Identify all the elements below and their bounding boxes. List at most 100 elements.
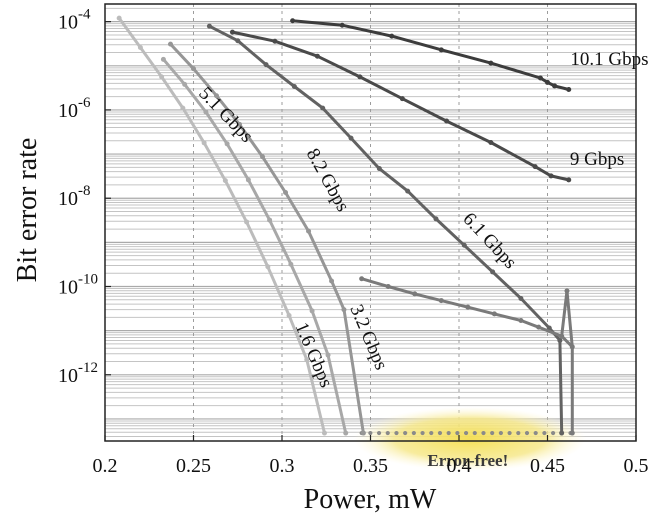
series-point xyxy=(412,291,418,297)
series-point xyxy=(286,313,292,319)
y-tick-base: 10 xyxy=(58,365,78,387)
series-point xyxy=(244,219,250,225)
error-free-point xyxy=(455,430,460,436)
series-point xyxy=(537,75,543,81)
grid-layer xyxy=(105,4,636,441)
error-free-highlight: Error-free! xyxy=(353,407,587,471)
series-point xyxy=(260,154,266,160)
series-point xyxy=(399,96,405,102)
series-point xyxy=(222,178,228,184)
series-point xyxy=(389,33,395,39)
series-point xyxy=(263,62,269,68)
series-point xyxy=(357,74,363,80)
series-point xyxy=(548,173,554,179)
series-point xyxy=(160,56,166,62)
series-point xyxy=(518,317,524,323)
series-point xyxy=(461,242,467,248)
series-point xyxy=(405,188,411,194)
error-free-point xyxy=(376,430,382,436)
x-tick-label: 0.3 xyxy=(270,455,295,477)
series-point xyxy=(546,325,552,331)
series-drop-line xyxy=(305,358,326,435)
y-tick-label: 10-10 xyxy=(58,272,98,299)
series-point xyxy=(359,276,365,282)
series-point xyxy=(444,118,450,124)
series-point xyxy=(536,324,542,330)
error-free-point xyxy=(498,430,503,436)
series-drop-line xyxy=(558,338,564,435)
series-point xyxy=(465,304,471,310)
axis-layer: 0.2 0.25 0.3 0.35 0.4 0.45 0.510-410-610-810-1… xyxy=(58,3,649,477)
error-free-point xyxy=(368,430,373,436)
series-floor-point xyxy=(360,430,366,436)
series-point xyxy=(306,228,312,234)
series-point xyxy=(167,41,173,47)
series-point xyxy=(203,109,209,115)
x-axis-label: Power, mW xyxy=(304,484,437,515)
series-drop-line xyxy=(326,353,348,435)
x-tick-label: 0.5 xyxy=(624,455,649,477)
x-tick-label: 0.35 xyxy=(353,455,388,477)
y-tick-label: 10-6 xyxy=(58,95,91,122)
error-free-point xyxy=(542,430,547,436)
series-point xyxy=(272,38,278,44)
series-point xyxy=(214,93,220,99)
y-tick-label: 10-12 xyxy=(58,360,98,387)
series-point xyxy=(314,53,320,59)
series-point xyxy=(206,23,212,29)
y-tick-base: 10 xyxy=(58,100,78,122)
series-point xyxy=(339,22,345,28)
error-free-point xyxy=(516,430,521,436)
series-point xyxy=(267,217,273,223)
series-line xyxy=(207,24,562,342)
x-tick-label: 0.4 xyxy=(447,455,472,477)
y-tick-exponent: -10 xyxy=(78,272,98,288)
series-point xyxy=(320,105,326,111)
series-floor-point xyxy=(321,430,327,436)
series-floor-point xyxy=(559,430,565,436)
series-point xyxy=(180,105,186,111)
series-point xyxy=(376,166,382,172)
series-point xyxy=(433,216,439,222)
series-point xyxy=(291,83,297,89)
series-point xyxy=(137,44,143,50)
series-point xyxy=(309,308,315,314)
series-point xyxy=(283,189,289,195)
series-point xyxy=(552,83,558,89)
series-floor-point xyxy=(569,430,575,436)
y-tick-exponent: -4 xyxy=(78,7,91,23)
series-point xyxy=(245,177,251,183)
error-free-point xyxy=(403,430,408,436)
y-tick-base: 10 xyxy=(58,188,78,210)
y-tick-exponent: -12 xyxy=(78,360,98,376)
error-free-point xyxy=(463,430,469,436)
series-point xyxy=(191,66,196,72)
error-free-point xyxy=(481,430,486,436)
error-free-point xyxy=(420,430,425,436)
series-point xyxy=(237,121,243,127)
series-point xyxy=(545,79,550,85)
series-point xyxy=(532,164,538,170)
y-tick-exponent: -8 xyxy=(78,183,91,199)
error-free-point xyxy=(385,430,390,436)
series-point xyxy=(348,135,354,141)
series-point xyxy=(201,140,207,146)
series-point xyxy=(235,38,241,44)
y-tick-exponent: -6 xyxy=(78,95,91,111)
error-free-point xyxy=(429,430,434,436)
error-free-label: Error-free! xyxy=(427,451,508,470)
series-point xyxy=(288,261,294,267)
series-point xyxy=(566,87,572,93)
y-tick-base: 10 xyxy=(58,12,78,34)
series-label: 10.1 Gbps xyxy=(570,49,648,70)
series-point xyxy=(491,311,497,317)
error-free-point xyxy=(394,430,399,436)
series-point xyxy=(265,264,271,270)
y-tick-base: 10 xyxy=(58,277,78,299)
series-point xyxy=(488,60,494,66)
error-free-point xyxy=(490,430,495,436)
series-point xyxy=(290,18,296,24)
series-point xyxy=(490,269,496,275)
series-floor-point xyxy=(343,430,349,436)
